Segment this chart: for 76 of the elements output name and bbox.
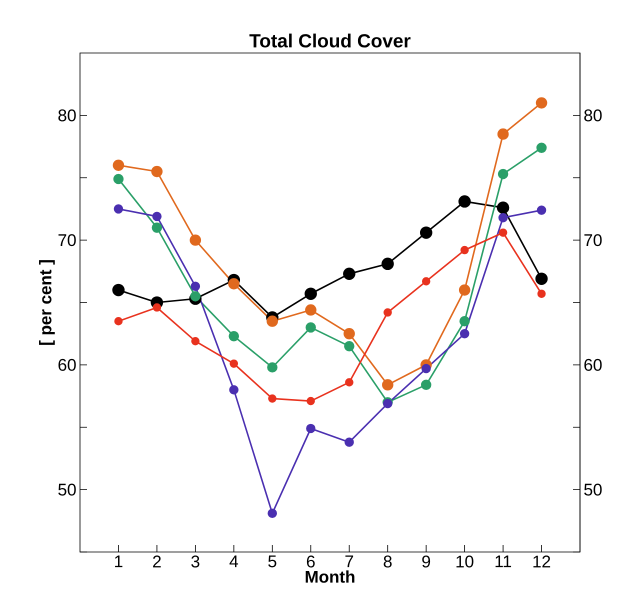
y2-tick-label: 70 — [584, 234, 602, 246]
x-tick-label: 8 — [384, 556, 392, 568]
y-tick-label: 50 — [58, 484, 76, 496]
point — [190, 282, 200, 291]
point — [191, 336, 200, 346]
y-tick-label: 80 — [58, 109, 76, 122]
point — [459, 316, 470, 326]
point — [304, 288, 317, 300]
y-tick-label: 70 — [58, 234, 76, 246]
point — [422, 277, 430, 286]
point — [266, 316, 278, 327]
point — [152, 303, 162, 312]
point — [267, 362, 278, 373]
x-tick-label: 10 — [456, 556, 474, 568]
point — [306, 396, 315, 406]
point — [306, 424, 316, 434]
x-tick-label: 7 — [345, 556, 354, 568]
point — [498, 168, 508, 180]
point — [228, 331, 240, 342]
x-tick-label: 6 — [306, 556, 315, 568]
x-tick-label: 3 — [191, 556, 200, 568]
x-tick-label: 5 — [268, 556, 276, 568]
point — [268, 394, 276, 403]
point — [228, 278, 240, 290]
point — [152, 222, 162, 233]
point — [536, 97, 548, 109]
chart-title: Total Cloud Cover — [249, 34, 411, 48]
point — [152, 212, 162, 222]
point — [305, 304, 316, 316]
y2-tick-label: 60 — [584, 358, 602, 371]
point — [306, 322, 316, 333]
y-axis-title: [ per cent ] — [39, 260, 55, 345]
x-tick-label: 2 — [153, 556, 161, 568]
point — [458, 284, 470, 296]
point — [460, 246, 469, 254]
point — [460, 329, 470, 338]
x-axis-title: Month — [306, 570, 354, 583]
point — [497, 128, 509, 140]
point — [151, 166, 163, 178]
point — [537, 290, 546, 298]
point — [344, 340, 354, 352]
point — [382, 258, 394, 270]
point — [268, 508, 277, 518]
point — [382, 379, 394, 391]
point — [420, 380, 432, 390]
point — [535, 272, 548, 285]
point — [345, 378, 354, 387]
x-tick-label: 4 — [230, 556, 238, 568]
point — [458, 195, 471, 208]
point — [229, 385, 239, 395]
point — [112, 160, 124, 171]
y2-tick-label: 50 — [584, 484, 602, 496]
x-tick-label: 1 — [115, 556, 122, 568]
point — [230, 359, 238, 368]
point — [190, 291, 201, 302]
point — [344, 438, 354, 447]
point — [113, 174, 124, 184]
point — [112, 284, 125, 296]
point — [498, 212, 508, 222]
y2-tick-label: 80 — [584, 109, 602, 122]
x-tick-label: 9 — [422, 556, 430, 568]
point — [496, 202, 510, 214]
point — [420, 226, 432, 239]
point — [536, 142, 547, 153]
point — [344, 328, 355, 340]
point — [498, 228, 508, 237]
point — [384, 308, 392, 317]
point — [190, 234, 202, 246]
x-tick-label: 11 — [496, 556, 512, 568]
point — [114, 317, 123, 326]
point — [343, 268, 356, 280]
x-tick-label: 12 — [533, 556, 550, 568]
point — [536, 206, 546, 215]
point — [114, 204, 124, 214]
y-tick-label: 60 — [58, 358, 76, 371]
point — [421, 364, 431, 374]
